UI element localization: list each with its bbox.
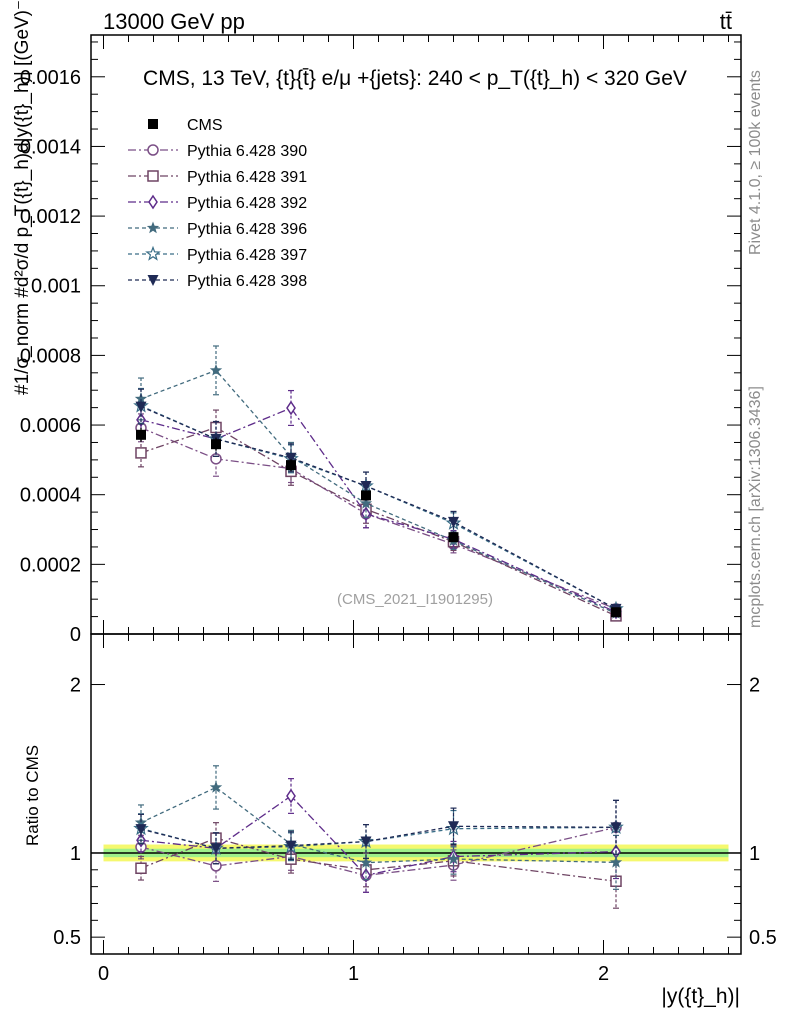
main-y-tick-labels: 0.0002 0.0004 0.0006 0.0008 0.001 0.0012 0.001… <box>20 67 81 646</box>
cms-data-point <box>448 532 459 543</box>
data-point <box>135 447 147 459</box>
ratio-bands <box>91 844 741 862</box>
legend-marker <box>145 245 161 261</box>
y-tick-label: 0.0002 <box>20 554 81 576</box>
ratio-point <box>360 836 372 848</box>
cms-data-point <box>211 439 221 450</box>
ratio-series-s398 <box>135 799 622 865</box>
header-right: tt̄ <box>720 9 732 34</box>
ratio-series-line <box>140 826 617 877</box>
y-tick-label: 0.001 <box>31 276 81 298</box>
y-tick-label: 0.0004 <box>20 485 81 507</box>
ratio-series-s396 <box>134 765 623 890</box>
series-cms <box>136 427 621 618</box>
ratio-point <box>210 843 222 855</box>
x-axis-label: |y({t}_h)| <box>661 985 740 1008</box>
ratio-tick-label-right: 2 <box>749 675 760 697</box>
series-ratio <box>133 765 624 909</box>
series-line <box>140 405 617 610</box>
ratio-tick-label-right: 0.5 <box>749 927 777 949</box>
series-s391 <box>135 409 622 622</box>
main-axis-ticks <box>91 35 741 635</box>
y-tick-label-zero: 0 <box>70 624 81 646</box>
ratio-point <box>135 824 147 836</box>
y-tick-label: 0.0012 <box>20 206 81 228</box>
ratio-tick-label: 0.5 <box>53 927 81 949</box>
ratio-plot-frame <box>90 633 742 955</box>
ratio-tick-label: 1 <box>70 843 81 865</box>
ratio-series-s391 <box>135 822 622 909</box>
ratio-point <box>209 780 223 793</box>
cms-data-point <box>611 607 621 618</box>
ratio-point <box>286 788 296 804</box>
data-point <box>286 400 296 416</box>
analysis-watermark: (CMS_2021_I1901295) <box>337 591 493 608</box>
ratio-point <box>609 855 623 868</box>
ratio-point <box>448 821 459 833</box>
data-point <box>135 401 147 413</box>
header-left: 13000 GeV pp <box>103 9 245 34</box>
ratio-axis-ticks <box>91 634 741 954</box>
legend: CMS Pythia 6.428 390 Pythia 6.428 391 Pythi… <box>128 117 307 290</box>
legend-marker <box>147 170 159 182</box>
cms-data-point <box>361 490 371 501</box>
series-s398 <box>135 388 622 615</box>
legend-marker <box>146 221 160 234</box>
ratio-point <box>361 868 371 883</box>
data-point <box>360 480 372 492</box>
data-point <box>359 496 373 509</box>
data-point <box>209 363 223 376</box>
data-point <box>448 516 459 528</box>
ratio-point <box>610 822 622 834</box>
y-tick-label: 0.0008 <box>20 345 81 367</box>
series-s396 <box>134 345 623 619</box>
ratio-tick-label-right: 1 <box>749 843 760 865</box>
ratio-series-line <box>140 825 617 849</box>
legend-label: Pythia 6.428 397 <box>187 247 307 264</box>
series-line <box>140 369 617 615</box>
legend-marker <box>147 275 159 286</box>
ratio-series-line <box>140 837 617 882</box>
y-tick-label: 0.0006 <box>20 415 81 437</box>
y-tick-label: 0.0016 <box>20 67 81 89</box>
rivet-label: Rivet 4.1.0, ≥ 100k events <box>747 70 764 255</box>
y-axis-label-main: #1/σ_norm #d²σ/d p_T({t}_h)d|y({t}_h)| [… <box>12 0 33 395</box>
legend-marker <box>148 119 158 129</box>
series-s397 <box>133 387 624 616</box>
series-line <box>140 426 617 617</box>
series-line <box>140 407 617 613</box>
cms-data-point <box>136 429 146 440</box>
legend-marker <box>148 194 158 210</box>
cms-data-point <box>286 460 296 471</box>
ratio-point <box>359 856 373 868</box>
ratio-tick-label: 2 <box>70 675 81 697</box>
legend-label: Pythia 6.428 391 <box>187 169 307 186</box>
legend-label: Pythia 6.428 390 <box>187 143 307 160</box>
legend-marker <box>147 144 159 156</box>
mcplots-label: mcplots.cern.ch [arXiv:1306.3436] <box>747 386 764 628</box>
series-s392 <box>136 389 621 620</box>
ratio-point <box>135 862 147 875</box>
ratio-y-tick-labels: 0.5 0.5 1 1 2 2 <box>53 675 777 950</box>
legend-label: Pythia 6.428 396 <box>187 221 307 238</box>
ratio-point <box>285 840 297 852</box>
x-tick-label: 0 <box>98 963 109 985</box>
series-line <box>140 427 617 610</box>
series-main <box>133 345 624 622</box>
x-tick-labels: 0 1 2 <box>98 963 609 985</box>
ratio-series-s392 <box>136 778 621 893</box>
data-point <box>285 452 297 464</box>
y-axis-label-ratio: Ratio to CMS <box>23 745 42 846</box>
x-tick-label: 1 <box>348 963 359 985</box>
ratio-point <box>210 860 222 872</box>
chart-title: CMS, 13 TeV, {t}{t̄} e/μ +{jets}: 240 < … <box>143 67 687 90</box>
ratio-point <box>447 852 460 865</box>
legend-label: Pythia 6.428 398 <box>187 273 307 290</box>
legend-label: Pythia 6.428 392 <box>187 195 307 212</box>
legend-label: CMS <box>187 117 223 134</box>
y-tick-label: 0.0014 <box>20 136 81 158</box>
x-tick-label: 2 <box>598 963 609 985</box>
data-point <box>210 453 222 465</box>
